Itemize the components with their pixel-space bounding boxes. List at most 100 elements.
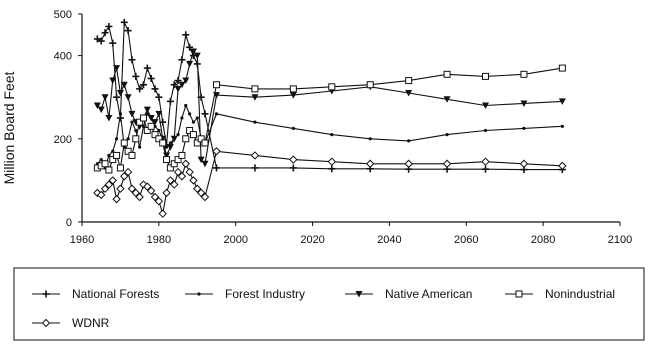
data-point (182, 77, 190, 85)
data-point (124, 94, 132, 101)
data-point (174, 77, 182, 85)
data-point (139, 81, 147, 89)
data-point (442, 159, 452, 168)
data-point (178, 81, 186, 89)
data-point (250, 151, 260, 160)
data-point (289, 164, 297, 172)
data-point (101, 94, 109, 101)
series-layer (93, 18, 567, 218)
data-point (330, 133, 334, 137)
data-point (193, 184, 202, 193)
data-point (135, 192, 144, 202)
data-point (105, 22, 113, 30)
data-point (178, 56, 186, 64)
legend-marker (42, 290, 50, 298)
data-point (174, 156, 182, 164)
legend-label: WDNR (72, 316, 110, 330)
data-point (113, 93, 121, 101)
data-point (147, 122, 155, 130)
data-point (445, 133, 449, 137)
data-point (483, 128, 488, 133)
y-tick-label: 0 (66, 217, 72, 229)
data-point (108, 176, 117, 185)
data-point (116, 164, 124, 172)
data-point (113, 65, 121, 72)
data-point (118, 112, 123, 116)
data-point (251, 94, 259, 101)
legend-marker (515, 290, 523, 298)
data-point (155, 110, 163, 118)
data-point (130, 120, 134, 124)
data-point (116, 90, 124, 97)
data-point (213, 164, 220, 172)
data-point (180, 116, 184, 120)
data-point (182, 31, 190, 39)
data-point (197, 156, 205, 164)
data-point (120, 172, 129, 181)
data-point (186, 60, 194, 68)
data-point (177, 172, 187, 181)
data-point (176, 133, 180, 137)
data-point (168, 141, 172, 145)
x-axis: 1960 1980 2000 2020 2040 2060 2080 2100 (70, 222, 632, 246)
data-point (93, 35, 101, 43)
data-point (136, 118, 144, 126)
data-point (143, 126, 151, 134)
y-tick-label: 500 (54, 9, 72, 21)
legend-label: National Forests (72, 287, 159, 301)
data-point (170, 135, 178, 143)
data-point (136, 85, 144, 93)
data-point (291, 126, 295, 130)
plot-area (81, 14, 620, 223)
legend-item: Nonindustrial (505, 287, 615, 301)
data-point (482, 72, 489, 80)
x-tick-label: 1960 (70, 234, 94, 246)
data-point (166, 176, 175, 185)
data-point (112, 194, 121, 204)
data-point (150, 192, 160, 202)
data-point (120, 18, 128, 26)
data-point (214, 112, 219, 116)
x-tick-label: 2080 (531, 234, 555, 246)
data-point (162, 188, 171, 198)
data-point (166, 97, 174, 105)
data-point (143, 64, 151, 72)
legend: National Forests Forest Industry Native Am… (13, 267, 645, 341)
data-point (195, 116, 199, 120)
data-point (519, 159, 529, 168)
data-point (186, 43, 194, 51)
data-point (200, 192, 210, 202)
data-point (143, 182, 152, 191)
data-point (105, 166, 113, 174)
series-nonindustrial (93, 64, 566, 174)
data-point (188, 112, 192, 116)
data-point (120, 139, 128, 147)
data-point (104, 180, 114, 189)
data-point (520, 70, 528, 78)
data-point (138, 145, 142, 149)
data-point (253, 120, 257, 124)
data-point (114, 137, 119, 141)
data-point (327, 157, 336, 166)
series-wdnr (93, 147, 567, 218)
data-point (139, 180, 148, 189)
data-point (366, 81, 374, 89)
data-point (481, 157, 490, 166)
series-national-forests (93, 18, 566, 174)
data-point (109, 39, 117, 47)
legend-item: WDNR (32, 316, 110, 330)
data-point (120, 81, 128, 89)
data-point (182, 135, 190, 143)
data-point (151, 131, 159, 139)
data-point (405, 77, 413, 85)
x-tick-label: 1980 (147, 234, 171, 246)
data-point (178, 151, 186, 159)
data-point (170, 160, 178, 168)
data-point (184, 103, 188, 108)
data-point (522, 126, 526, 130)
data-point (151, 119, 159, 126)
legend-item: Forest Industry (185, 287, 305, 301)
data-point (181, 159, 190, 168)
data-point (173, 167, 183, 177)
